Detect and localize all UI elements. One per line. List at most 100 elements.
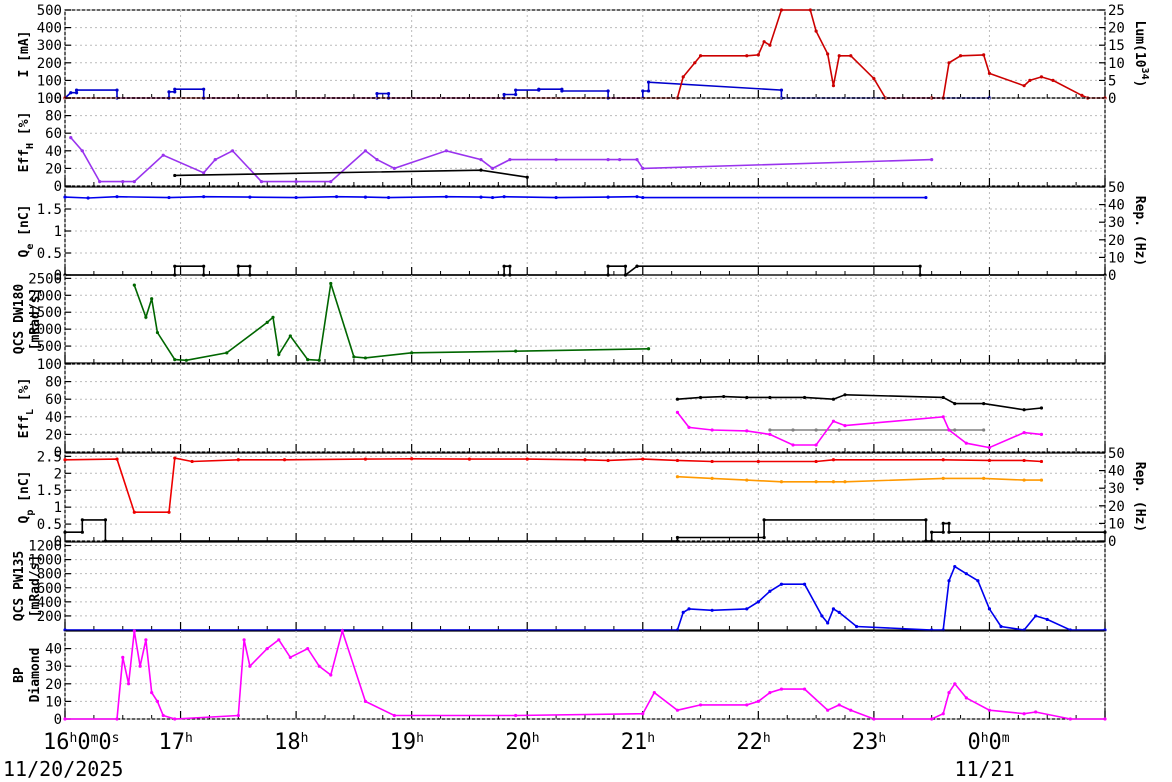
- point-qp-0: [814, 459, 818, 464]
- point-dw-0: [410, 351, 414, 355]
- point-current-1: [987, 71, 992, 75]
- y-right-tick-label: 10: [1108, 250, 1125, 266]
- point-current-0: [115, 88, 119, 92]
- point-effh-0: [230, 149, 235, 153]
- point-bp-0: [675, 708, 680, 712]
- point-pw-0: [953, 565, 957, 569]
- point-effh-0: [202, 171, 206, 175]
- y-tick-label: 1: [54, 224, 62, 240]
- point-qe-0: [635, 195, 639, 199]
- point-effh-0: [554, 158, 558, 162]
- y-right-tick-label: 15: [1108, 38, 1125, 54]
- point-effl-2: [745, 429, 749, 433]
- x-tick-label: 20h: [505, 730, 539, 755]
- point-current-1: [872, 77, 876, 81]
- point-bp-0: [155, 699, 160, 704]
- point-current-0: [74, 88, 79, 92]
- point-effh-1: [479, 168, 483, 172]
- y-right-tick-label: 25: [1108, 3, 1125, 19]
- point-pw-0: [1045, 617, 1049, 622]
- point-qp-1: [941, 476, 945, 480]
- point-qe-1: [502, 264, 506, 268]
- y-tick-label: 40: [45, 410, 62, 426]
- point-effh-0: [294, 180, 298, 184]
- point-pw-0: [768, 589, 772, 593]
- point-bp-0: [265, 647, 269, 651]
- point-bp-0: [641, 712, 645, 716]
- y-right-tick-label: 50: [1108, 446, 1125, 462]
- point-bp-0: [288, 655, 292, 660]
- point-effl-2: [791, 443, 795, 447]
- point-current-0: [502, 92, 506, 97]
- point-effl-0: [831, 397, 836, 401]
- point-current-0: [537, 87, 541, 91]
- point-bp-0: [953, 682, 957, 686]
- y-axis-label: BPDiamond: [12, 648, 43, 703]
- y-axis-label: Qp [nC]: [17, 471, 36, 524]
- x-tick-label: 22h: [736, 730, 770, 755]
- point-current-0: [69, 91, 73, 95]
- point-dw-0: [150, 297, 154, 301]
- point-qe-1: [918, 264, 922, 268]
- point-current-1: [762, 40, 766, 44]
- point-bp-0: [849, 708, 853, 712]
- point-qp-0: [831, 458, 836, 462]
- y-tick-label: 1000: [28, 322, 62, 338]
- point-effh-0: [132, 180, 136, 184]
- point-current-1: [779, 8, 784, 12]
- point-bp-0: [340, 629, 344, 633]
- point-current-1: [698, 54, 703, 58]
- point-qp-0: [941, 458, 945, 462]
- point-dw-0: [173, 358, 177, 362]
- point-pw-0: [987, 607, 992, 611]
- y-tick-label: 80: [45, 375, 62, 391]
- point-effl-0: [953, 402, 957, 406]
- point-qp-2: [675, 535, 680, 540]
- y-tick-label: 100: [37, 357, 62, 373]
- point-qe-1: [202, 264, 206, 268]
- point-effh-0: [213, 158, 217, 162]
- point-pw-0: [681, 610, 685, 615]
- point-effl-0: [843, 393, 847, 397]
- point-bp-0: [63, 717, 67, 721]
- y-tick-label: 600: [37, 581, 62, 597]
- y-tick-label: 10: [45, 694, 62, 710]
- point-qe-1: [236, 264, 240, 268]
- y-tick-label: 400: [37, 21, 62, 37]
- point-current-1: [947, 61, 951, 65]
- point-current-1: [768, 43, 772, 47]
- x-tick-label: 17h: [159, 730, 193, 755]
- point-qe-0: [63, 195, 67, 199]
- point-current-0: [173, 87, 177, 91]
- y-tick-label: 0: [54, 179, 62, 195]
- point-bp-0: [236, 713, 240, 718]
- point-qp-1: [779, 480, 784, 484]
- point-qe-0: [479, 195, 483, 199]
- point-qp-1: [831, 480, 836, 484]
- y-tick-label: 500: [37, 3, 62, 19]
- point-bp-0: [768, 691, 772, 695]
- point-effl-0: [698, 395, 703, 400]
- point-effh-0: [392, 166, 396, 170]
- y-right-tick-label: 30: [1108, 481, 1125, 497]
- point-effh-1: [525, 175, 529, 179]
- point-bp-0: [173, 717, 177, 721]
- point-qe-0: [386, 195, 391, 200]
- y-tick-label: 400: [37, 595, 62, 611]
- point-pw-0: [831, 607, 836, 611]
- point-bp-0: [126, 682, 131, 686]
- point-qp-0: [115, 457, 119, 461]
- y-right-tick-label: 10: [1108, 516, 1125, 532]
- point-bp-0: [745, 703, 749, 707]
- y-tick-label: 40: [45, 642, 62, 658]
- point-effl-0: [745, 395, 749, 400]
- point-qe-1: [623, 264, 628, 268]
- point-qp-0: [190, 459, 194, 464]
- y-tick-label: 0: [54, 445, 62, 461]
- point-bp-0: [698, 703, 703, 707]
- point-qe-0: [444, 195, 448, 199]
- point-current-0: [779, 88, 784, 92]
- point-current-0: [514, 88, 518, 92]
- y-tick-label: 0: [54, 268, 62, 284]
